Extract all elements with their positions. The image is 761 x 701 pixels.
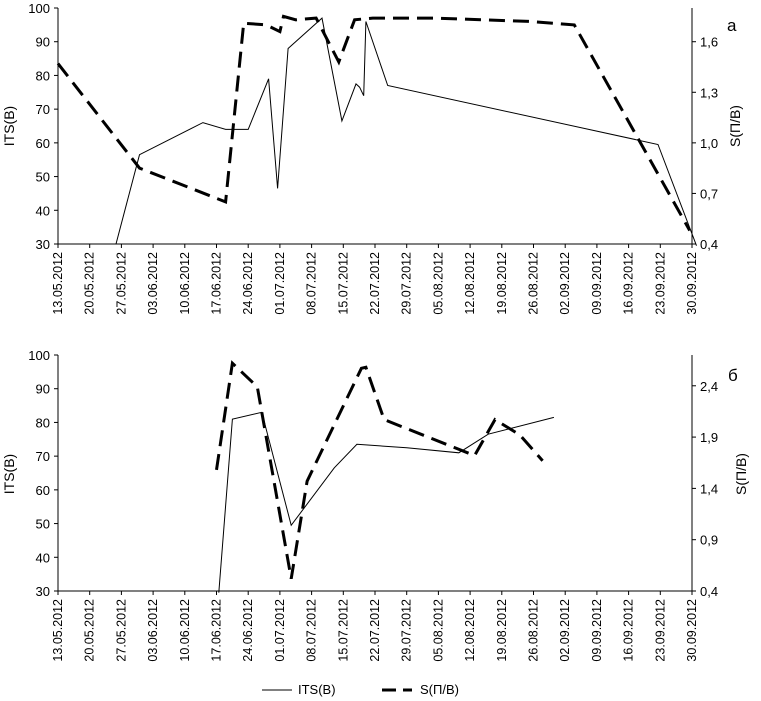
legend-label-s: S(П/В): [420, 682, 459, 697]
chart-panel-b: 30 40 50 60 70 80 90 100 0,4 0,9 1,4 1,9 2,4 13.05.20…: [1, 348, 749, 662]
x-tick-label: 19.08.2012: [495, 599, 509, 662]
x-tick-label: 29.07.2012: [400, 252, 414, 315]
x-tick-label: 17.06.2012: [210, 599, 224, 662]
x-tick-label: 29.07.2012: [400, 599, 414, 662]
left-tick-label: 100: [28, 348, 50, 363]
x-tick-label: 10.06.2012: [178, 599, 192, 662]
left-tick-label: 70: [36, 449, 50, 464]
chart-legend: ITS(B) S(П/В): [262, 682, 459, 697]
x-tick-label: 08.07.2012: [305, 599, 319, 662]
right-tick-label: 1,9: [700, 430, 718, 445]
x-tick-label: 08.07.2012: [305, 252, 319, 315]
x-tick-label: 02.09.2012: [558, 599, 572, 662]
x-tick-label: 30.09.2012: [685, 252, 699, 315]
right-tick-label: 1,3: [700, 85, 718, 100]
x-tick-label: 13.05.2012: [51, 252, 65, 315]
x-tick-label: 09.09.2012: [590, 599, 604, 662]
right-tick-label: 0,7: [700, 186, 718, 201]
right-tick-label: 2,4: [700, 379, 718, 394]
left-tick-label: 80: [36, 415, 50, 430]
left-tick-label: 40: [36, 550, 50, 565]
left-tick-label: 60: [36, 483, 50, 498]
left-tick-label: 40: [36, 203, 50, 218]
x-tick-label: 12.08.2012: [463, 599, 477, 662]
x-tick-label: 15.07.2012: [336, 599, 350, 662]
panel-label: б: [728, 366, 738, 385]
x-tick-label: 27.05.2012: [114, 599, 128, 662]
x-tick-label: 16.09.2012: [622, 252, 636, 315]
x-tick-label: 05.08.2012: [431, 252, 445, 315]
x-tick-label: 03.06.2012: [146, 252, 160, 315]
chart-panel-a: 30 40 50 60 70 80 90 100 0,4 0,7 1,0 1,3 1,6 13.05.20…: [1, 1, 743, 315]
x-tick-label: 01.07.2012: [273, 599, 287, 662]
right-tick-label: 1,4: [700, 481, 718, 496]
right-tick-label: 1,6: [700, 35, 718, 50]
x-tick-label: 02.09.2012: [558, 252, 572, 315]
x-tick-label: 19.08.2012: [495, 252, 509, 315]
x-tick-label: 23.09.2012: [653, 252, 667, 315]
panel-label: а: [727, 16, 737, 35]
series-line-s: [56, 14, 692, 232]
x-tick-label: 01.07.2012: [273, 252, 287, 315]
x-tick-label: 20.05.2012: [83, 252, 97, 315]
right-tick-label: 0,9: [700, 533, 718, 548]
x-tick-label: 26.08.2012: [527, 252, 541, 315]
x-tick-label: 15.07.2012: [336, 252, 350, 315]
series-line-its: [115, 17, 697, 246]
left-tick-label: 60: [36, 136, 50, 151]
right-tick-label: 0,4: [700, 584, 718, 599]
left-tick-label: 90: [36, 35, 50, 50]
left-tick-label: 50: [36, 170, 50, 185]
x-tick-label: 23.09.2012: [653, 599, 667, 662]
y2-axis-title: S(П/В): [733, 453, 749, 495]
legend-label-its: ITS(B): [298, 682, 336, 697]
x-tick-label: 26.08.2012: [527, 599, 541, 662]
x-tick-label: 22.07.2012: [368, 599, 382, 662]
left-tick-label: 30: [36, 237, 50, 252]
x-tick-label: 16.09.2012: [622, 599, 636, 662]
x-tick-label: 17.06.2012: [210, 252, 224, 315]
x-tick-label: 24.06.2012: [241, 599, 255, 662]
x-tick-label: 12.08.2012: [463, 252, 477, 315]
x-tick-label: 22.07.2012: [368, 252, 382, 315]
y2-axis-title: S(П/В): [727, 105, 743, 147]
right-tick-label: 0,4: [700, 237, 718, 252]
x-tick-label: 13.05.2012: [51, 599, 65, 662]
x-tick-label: 03.06.2012: [146, 599, 160, 662]
x-tick-label: 30.09.2012: [685, 599, 699, 662]
left-tick-label: 30: [36, 584, 50, 599]
x-tick-label: 24.06.2012: [241, 252, 255, 315]
y-axis-title: ITS(B): [1, 454, 17, 494]
left-tick-label: 80: [36, 68, 50, 83]
x-tick-label: 20.05.2012: [83, 599, 97, 662]
series-line-s: [215, 360, 544, 579]
x-tick-label: 09.09.2012: [590, 252, 604, 315]
x-tick-label: 05.08.2012: [431, 599, 445, 662]
left-tick-label: 90: [36, 382, 50, 397]
left-tick-label: 100: [28, 1, 50, 16]
left-tick-label: 50: [36, 517, 50, 532]
y-axis-title: ITS(B): [1, 106, 17, 146]
x-tick-label: 27.05.2012: [114, 252, 128, 315]
series-line-its: [218, 411, 555, 593]
left-tick-label: 70: [36, 102, 50, 117]
x-tick-label: 10.06.2012: [178, 252, 192, 315]
right-tick-label: 1,0: [700, 136, 718, 151]
